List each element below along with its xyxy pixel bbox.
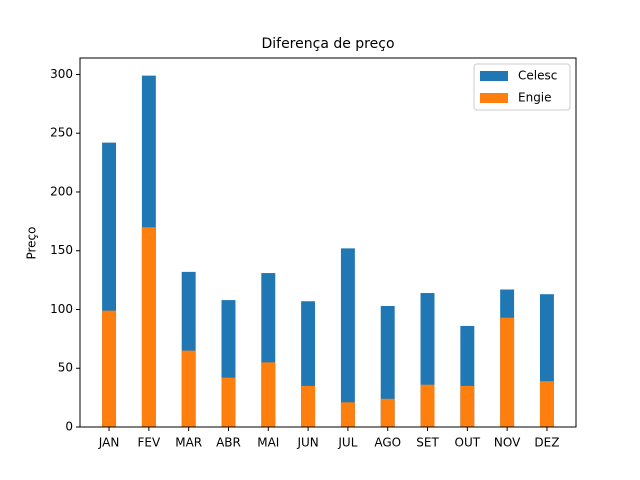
- bar: [141, 227, 156, 427]
- x-tick-label: DEZ: [534, 436, 559, 450]
- bar: [340, 402, 355, 427]
- bar: [380, 398, 395, 427]
- bar: [261, 362, 276, 427]
- x-tick-label: JAN: [98, 436, 120, 450]
- bar: [500, 317, 515, 427]
- bar: [221, 377, 236, 427]
- x-tick-label: FEV: [138, 436, 161, 450]
- legend-swatch: [480, 93, 508, 103]
- bar: [181, 350, 196, 427]
- y-tick-label: 250: [50, 126, 73, 140]
- y-tick-label: 300: [50, 67, 73, 81]
- y-tick-label: 50: [58, 361, 73, 375]
- y-tick-label: 200: [50, 184, 73, 198]
- bar: [380, 305, 395, 427]
- y-axis-label: Preço: [25, 226, 39, 259]
- bar: [340, 248, 355, 427]
- y-tick-label: 0: [65, 420, 73, 434]
- bar: [460, 385, 475, 427]
- x-tick-label: NOV: [494, 436, 521, 450]
- bar: [539, 381, 554, 427]
- legend-label: Engie: [518, 91, 552, 105]
- x-tick-label: JUL: [337, 436, 357, 450]
- x-tick-label: SET: [416, 436, 439, 450]
- bar: [420, 384, 435, 427]
- legend-label: Celesc: [518, 69, 557, 83]
- legend-swatch: [480, 71, 508, 81]
- x-tick-label: AGO: [374, 436, 401, 450]
- axes-frame: [79, 57, 577, 428]
- y-tick-label: 150: [50, 243, 73, 257]
- y-tick-label: 100: [50, 302, 73, 316]
- x-tick-label: MAR: [175, 436, 202, 450]
- x-tick-label: MAI: [257, 436, 279, 450]
- bar: [102, 310, 117, 427]
- x-tick-label: OUT: [455, 436, 481, 450]
- x-tick-label: JUN: [296, 436, 318, 450]
- x-tick-label: ABR: [216, 436, 241, 450]
- chart-title: Diferença de preço: [261, 36, 394, 52]
- bar: [301, 385, 316, 427]
